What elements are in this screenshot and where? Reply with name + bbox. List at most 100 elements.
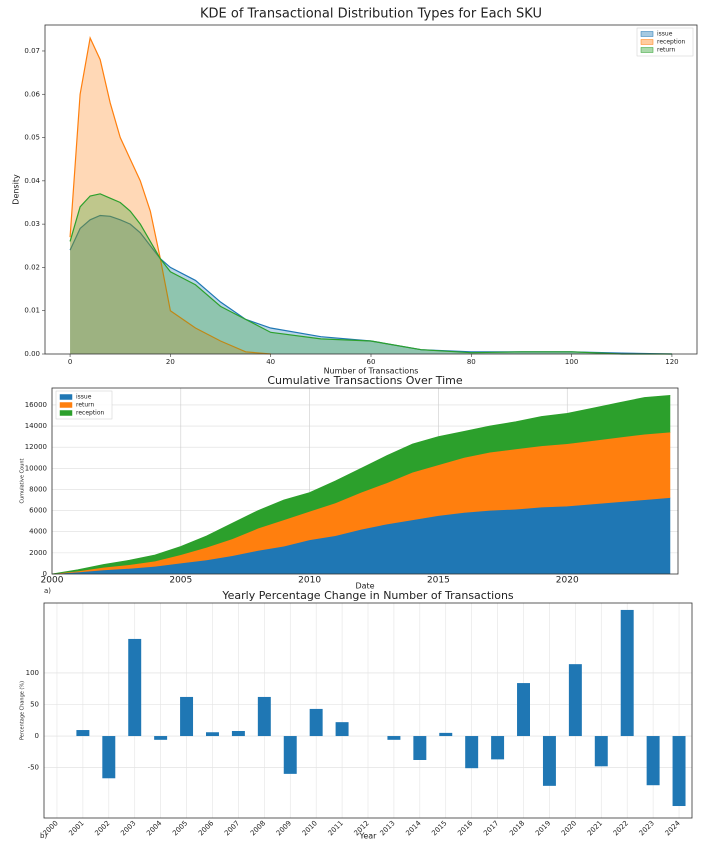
- legend-label: return: [76, 402, 95, 409]
- y-tick-label: 14000: [25, 422, 47, 430]
- area-fill: [52, 497, 671, 574]
- x-tick-label: 2020: [556, 576, 579, 586]
- x-tick-label: 2015: [430, 819, 448, 837]
- y-tick-label: 0: [43, 570, 47, 578]
- x-tick-label: 2010: [298, 576, 321, 586]
- legend-label: reception: [657, 39, 686, 46]
- x-tick-label: 2005: [169, 576, 192, 586]
- bar: [283, 736, 297, 774]
- x-tick-label: 2007: [223, 819, 241, 837]
- bar: [206, 732, 219, 737]
- y-tick-label: 16000: [25, 401, 47, 409]
- area-fill: [70, 37, 271, 354]
- y-axis-label: Cumulative Count: [20, 458, 26, 503]
- x-tick-label: 2021: [586, 819, 604, 837]
- legend-label: reception: [76, 410, 105, 417]
- plot-frame: [44, 24, 698, 355]
- legend-swatch: [640, 47, 654, 53]
- x-tick-label: 2020: [560, 819, 578, 837]
- x-tick-label: 2002: [93, 819, 111, 837]
- y-tick-label: -50: [28, 764, 39, 772]
- chart-title: Cumulative Transactions Over Time: [267, 374, 463, 387]
- y-tick-label: 0.01: [24, 307, 40, 315]
- bar: [128, 638, 142, 737]
- bar: [180, 696, 194, 737]
- area-fill: [52, 432, 671, 574]
- y-tick-label: 2000: [29, 549, 47, 557]
- bar: [76, 730, 90, 737]
- x-tick-label: 40: [266, 358, 275, 366]
- y-tick-label: 4000: [29, 528, 47, 536]
- area-fill: [52, 395, 671, 574]
- x-tick-label: 100: [565, 358, 578, 366]
- y-tick-label: 6000: [29, 507, 47, 515]
- plot-frame: [51, 387, 679, 575]
- area-line: [69, 193, 672, 355]
- x-tick-label: 2006: [197, 819, 216, 838]
- x-axis-label: Date: [355, 582, 374, 591]
- x-tick-label: 20: [166, 358, 175, 366]
- y-tick-label: 0.02: [24, 263, 40, 271]
- legend-label: issue: [76, 394, 92, 401]
- bar: [672, 736, 686, 807]
- x-tick-label: 2000: [42, 819, 60, 837]
- bar: [387, 736, 401, 740]
- x-tick-label: 2010: [301, 819, 319, 837]
- legend-swatch: [59, 394, 73, 400]
- x-tick-label: 2014: [404, 819, 423, 838]
- legend-swatch: [640, 39, 654, 45]
- bar: [102, 736, 116, 779]
- x-tick-label: 2000: [41, 576, 64, 586]
- y-tick-label: 0.06: [24, 90, 40, 98]
- bar: [491, 736, 505, 760]
- bar: [517, 683, 530, 737]
- x-tick-label: 2001: [67, 819, 85, 837]
- area-fill: [70, 193, 672, 354]
- x-tick-label: 2004: [145, 819, 164, 838]
- legend-swatch: [59, 410, 73, 416]
- x-axis-label: Number of Transactions: [324, 367, 419, 376]
- bar: [154, 736, 168, 740]
- x-tick-label: 2015: [427, 576, 450, 586]
- x-tick-label: 2016: [456, 819, 475, 838]
- y-tick-label: 0.05: [24, 134, 40, 142]
- legend-swatch: [640, 31, 654, 37]
- x-tick-label: 2024: [664, 819, 683, 838]
- bar: [646, 736, 660, 786]
- y-tick-label: 0.00: [24, 350, 40, 358]
- x-tick-label: 0: [68, 358, 72, 366]
- x-tick-label: 2008: [249, 819, 267, 837]
- area-line: [51, 394, 671, 575]
- x-tick-label: 120: [665, 358, 678, 366]
- y-tick-label: 10000: [25, 464, 47, 472]
- chart-title: Yearly Percentage Change in Number of Tr…: [221, 589, 514, 602]
- x-tick-label: 2005: [171, 819, 189, 837]
- area-fill: [70, 215, 672, 354]
- legend-swatch: [59, 402, 73, 408]
- chart-title: KDE of Transactional Distribution Types …: [200, 7, 542, 22]
- plot-frame: [43, 602, 693, 819]
- x-tick-label: 2017: [482, 819, 500, 837]
- y-tick-label: 12000: [25, 443, 47, 451]
- x-tick-label: 2022: [612, 819, 630, 837]
- bar: [335, 722, 349, 737]
- bar: [257, 696, 271, 737]
- x-tick-label: 60: [367, 358, 376, 366]
- x-tick-label: 2011: [327, 819, 345, 837]
- bar: [439, 732, 453, 737]
- y-tick-label: 0: [35, 732, 39, 740]
- legend-box: [636, 27, 694, 57]
- bar: [594, 736, 608, 767]
- bar: [620, 609, 634, 737]
- bar: [413, 736, 427, 760]
- bar: [568, 664, 582, 737]
- x-tick-label: 2019: [534, 819, 552, 837]
- x-tick-label: 2009: [275, 819, 293, 837]
- y-tick-label: 0.03: [24, 220, 40, 228]
- area-line: [69, 36, 271, 355]
- x-tick-label: 2023: [638, 819, 656, 837]
- bar: [231, 730, 245, 737]
- annotation: b): [40, 832, 47, 840]
- bar: [309, 708, 323, 737]
